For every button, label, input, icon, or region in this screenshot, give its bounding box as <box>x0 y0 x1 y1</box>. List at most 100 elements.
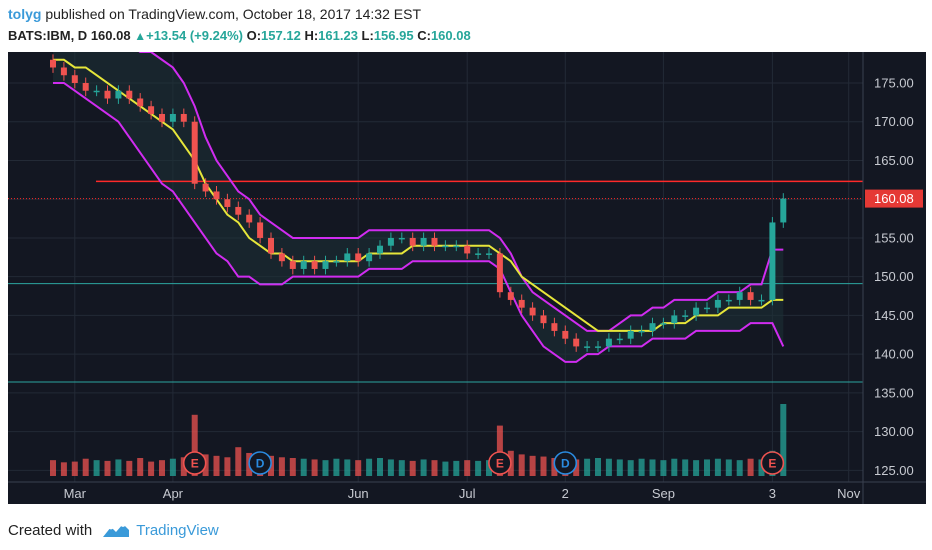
chart-header: tolyg published on TradingView.com, Octo… <box>8 0 928 50</box>
earnings-event-label: E <box>191 457 199 471</box>
x-tick-label: Apr <box>163 486 184 501</box>
bollinger-upper-line <box>138 52 784 332</box>
y-tick-label: 125.00 <box>874 463 914 478</box>
candle <box>540 315 547 324</box>
candle <box>431 237 438 246</box>
high-label: H: <box>304 28 319 43</box>
y-tick-label: 175.00 <box>874 75 914 90</box>
y-tick-label: 145.00 <box>874 308 914 323</box>
volume-bar <box>60 462 67 476</box>
bollinger-lower-line <box>53 81 785 363</box>
chart-svg[interactable]: E D E D E 125.00 130.00 135.00 140.00 145.00 150.0… <box>8 52 926 504</box>
tradingview-logo-icon[interactable] <box>102 521 130 539</box>
candle <box>442 245 449 248</box>
volume-bar <box>780 404 787 476</box>
volume-bar <box>616 459 623 476</box>
dividend-event-label: D <box>561 457 570 471</box>
volume-bar <box>518 454 525 476</box>
volume-bar <box>322 460 329 476</box>
candle <box>235 206 242 215</box>
volume-bar <box>398 460 405 476</box>
candle <box>507 292 514 300</box>
volume-bar <box>595 458 601 476</box>
volume-bar <box>736 460 743 476</box>
high-value: 161.23 <box>318 28 358 43</box>
volume-bar <box>148 461 155 476</box>
dividend-event-icon <box>248 451 272 475</box>
volume-bar <box>758 459 765 476</box>
candle <box>311 261 318 269</box>
volume-bar <box>93 460 100 476</box>
x-tick-label: 3 <box>769 486 776 501</box>
symbol[interactable]: BATS:IBM, D <box>8 28 88 43</box>
candle <box>616 338 623 341</box>
publish-line: tolyg published on TradingView.com, Octo… <box>8 6 421 22</box>
candle <box>496 253 503 293</box>
volume-bar <box>725 459 732 476</box>
candle <box>344 253 351 262</box>
published-text: published on TradingView.com, October 18… <box>45 6 421 22</box>
last-price: 160.08 <box>90 28 131 43</box>
earnings-event-icon <box>182 451 207 475</box>
open-label: O: <box>246 28 262 43</box>
volume-bar <box>649 459 656 476</box>
candle <box>573 338 580 347</box>
volume-bar <box>104 460 111 476</box>
candle <box>486 253 492 255</box>
volume-bar <box>638 458 645 476</box>
volume-bar <box>605 458 612 476</box>
volume-bar <box>137 458 144 476</box>
candle <box>584 346 591 348</box>
volume-bar <box>191 414 198 476</box>
open-value: 157.12 <box>261 28 301 43</box>
volume-bar <box>82 458 89 476</box>
volume-bar <box>682 459 689 476</box>
candle <box>638 330 645 333</box>
candle <box>453 245 460 248</box>
volume-bar <box>704 459 710 476</box>
y-tick-label: 170.00 <box>874 114 914 129</box>
y-tick-label: 155.00 <box>874 230 914 245</box>
volume-bar <box>115 459 122 476</box>
candle <box>148 106 155 114</box>
price-chart[interactable]: E D E D E 125.00 130.00 135.00 140.00 145.00 150.0… <box>8 52 926 504</box>
low-value: 156.95 <box>373 28 414 43</box>
volume-bar <box>333 458 340 476</box>
candle <box>704 307 710 310</box>
candle <box>682 315 689 317</box>
candle <box>180 113 187 122</box>
low-label: L: <box>361 28 374 43</box>
volume-bar <box>453 460 460 476</box>
volume-bar <box>627 460 634 476</box>
last-price-label: 160.08 <box>874 191 914 206</box>
author-link[interactable]: tolyg <box>8 6 42 22</box>
symbol-line: BATS:IBM, D 160.08 ▲+13.54 (+9.24%) O:15… <box>8 28 471 43</box>
candle <box>605 338 612 347</box>
volume-bar <box>377 458 383 476</box>
y-tick-label: 140.00 <box>874 347 914 362</box>
up-arrow-icon: ▲ <box>134 29 147 43</box>
volume-bar <box>366 458 373 476</box>
volume-bar <box>311 459 318 476</box>
y-tick-label: 130.00 <box>874 424 914 439</box>
x-tick-label: Mar <box>64 486 87 501</box>
tradingview-brand[interactable]: TradingView <box>136 521 219 539</box>
volume-bar <box>671 458 678 476</box>
footer: Created with TradingView <box>8 518 219 542</box>
volume-bar <box>747 458 754 476</box>
candle <box>60 67 67 76</box>
candle <box>115 90 122 99</box>
candle <box>627 330 634 339</box>
candle <box>246 214 253 223</box>
dividend-event-label: D <box>256 457 265 471</box>
candle <box>420 237 427 246</box>
candle <box>50 59 56 68</box>
candle <box>780 198 787 223</box>
volume-bar <box>387 459 394 476</box>
volume-bar <box>584 458 591 476</box>
x-tick-label: Sep <box>652 486 675 501</box>
last-price-tag <box>865 189 923 208</box>
candle <box>693 307 700 316</box>
x-tick-label: 2 <box>562 486 569 501</box>
volume-bar <box>496 425 503 476</box>
